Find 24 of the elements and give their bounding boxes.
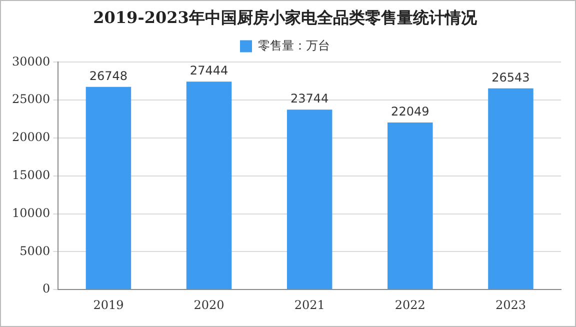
bar: [86, 86, 132, 290]
x-tick-label: 2021: [294, 298, 325, 312]
y-tick-label: 15000: [12, 168, 50, 182]
bar: [488, 88, 534, 290]
bar: [388, 122, 433, 290]
y-tick-label: 0: [42, 282, 50, 296]
y-tick-label: 5000: [20, 244, 50, 258]
y-tick-label: 20000: [12, 130, 50, 144]
x-tick-label: 2022: [394, 298, 426, 312]
y-tick-label: 25000: [12, 92, 50, 106]
x-tick-label: 2020: [194, 298, 224, 312]
bar: [186, 82, 232, 290]
y-tick-label: 30000: [12, 54, 50, 68]
data-label: 26748: [89, 68, 128, 83]
x-tick-label: 2023: [495, 298, 526, 312]
y-tick-label: 10000: [12, 206, 50, 220]
legend-label: 零售量：万台: [258, 38, 330, 52]
data-label: 23744: [290, 92, 329, 106]
data-label: 22049: [391, 104, 430, 119]
chart-title: 2019-2023年中国厨房小家电全品类零售量统计情况: [93, 8, 478, 27]
data-label: 26543: [492, 70, 530, 85]
bar: [286, 110, 332, 290]
data-label: 27444: [190, 64, 228, 78]
x-tick-label: 2019: [93, 298, 124, 312]
